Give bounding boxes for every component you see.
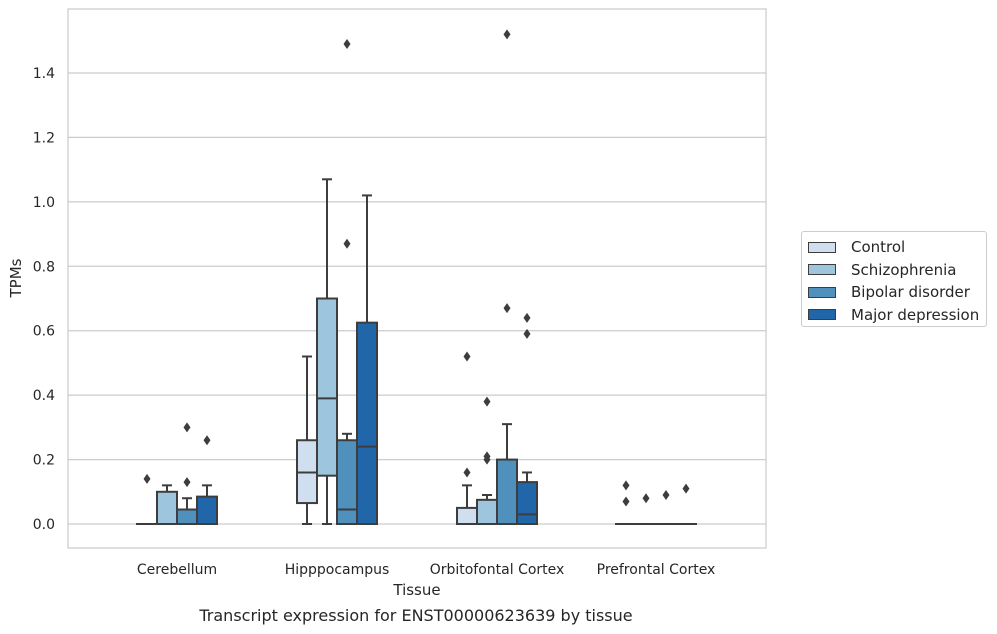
box-1-1 (316, 178, 338, 525)
legend-label-schizophrenia: Schizophrenia (851, 260, 957, 279)
outlier-point (343, 39, 351, 50)
legend-label-control: Control (851, 238, 906, 257)
box-body (316, 297, 338, 477)
box-1-2 (476, 396, 498, 526)
outlier-point (622, 480, 630, 491)
box-2-0 (176, 422, 198, 525)
box-body (176, 508, 198, 525)
legend-swatch-major-depression (808, 309, 836, 321)
box-body (476, 498, 498, 526)
box-body (196, 495, 218, 526)
legend-item-control: Control (808, 236, 986, 259)
outlier-point (143, 473, 151, 484)
box-3-2 (516, 312, 538, 525)
box-0-3 (615, 480, 637, 526)
outlier-point (463, 351, 471, 362)
box-2-3 (655, 490, 677, 526)
y-tick-label: 1.2 (33, 130, 55, 146)
outlier-point (463, 467, 471, 478)
box-body (456, 506, 478, 525)
y-axis-label: TPMs (7, 258, 25, 298)
y-tick-label: 1.4 (33, 66, 55, 82)
outlier-point (662, 490, 670, 501)
grid-lines (68, 72, 766, 525)
y-tick-label: 0.4 (33, 388, 55, 404)
box-0-0 (136, 473, 158, 526)
chart-caption: Transcript expression for ENST0000062363… (199, 606, 633, 625)
box-2-2 (496, 29, 518, 526)
box-body (156, 490, 178, 525)
outlier-point (642, 493, 650, 504)
legend-label-bipolar-disorder: Bipolar disorder (851, 283, 970, 302)
y-tick-label: 0.0 (33, 517, 55, 533)
legend-item-bipolar-disorder: Bipolar disorder (808, 281, 986, 304)
outlier-point (483, 396, 491, 407)
box-0-2 (456, 351, 478, 525)
outlier-point (203, 435, 211, 446)
y-tick-labels: 0.0 0.2 0.4 0.6 0.8 1.0 1.2 1.4 (33, 66, 55, 533)
legend-swatch-bipolar-disorder (808, 286, 836, 298)
box-0-1 (296, 355, 318, 525)
legend-item-major-depression: Major depression (808, 304, 986, 327)
x-tick-label: Prefrontal Cortex (597, 562, 716, 578)
x-tick-label: Cerebellum (137, 562, 217, 578)
legend-label-major-depression: Major depression (851, 305, 980, 324)
outlier-point (343, 238, 351, 249)
box-3-0 (196, 435, 218, 526)
box-3-3 (675, 483, 697, 526)
box-body (336, 439, 358, 525)
box-1-3 (635, 493, 657, 526)
box-body (496, 458, 518, 526)
x-tick-label: Orbitofontal Cortex (430, 562, 565, 578)
outlier-point (622, 496, 630, 507)
outlier-point (183, 422, 191, 433)
box-body (516, 481, 538, 525)
box-3-1 (356, 194, 378, 525)
legend-item-schizophrenia: Schizophrenia (808, 259, 986, 282)
y-tick-label: 1.0 (33, 195, 55, 211)
outlier-point (483, 451, 491, 462)
outlier-point (503, 303, 511, 314)
outlier-point (523, 312, 531, 323)
legend-swatch-schizophrenia (808, 264, 836, 276)
outlier-point (682, 483, 690, 494)
box-1-0 (156, 484, 178, 525)
y-tick-label: 0.8 (33, 259, 55, 275)
box-2-1 (336, 39, 358, 525)
y-tick-label: 0.6 (33, 324, 55, 340)
x-tick-label: Hipppocampus (285, 562, 390, 578)
y-tick-label: 0.2 (33, 453, 55, 469)
legend: Control Schizophrenia Bipolar disorder M… (801, 231, 987, 327)
box-plot-series (136, 29, 697, 526)
outlier-point (503, 29, 511, 40)
box-body (356, 321, 378, 525)
x-axis-label: Tissue (392, 581, 440, 599)
outlier-point (523, 328, 531, 339)
outlier-point (183, 477, 191, 488)
plot-frame (67, 8, 767, 549)
legend-swatch-control (808, 241, 836, 253)
x-tick-labels: Cerebellum Hipppocampus Orbitofontal Corte… (137, 562, 715, 578)
